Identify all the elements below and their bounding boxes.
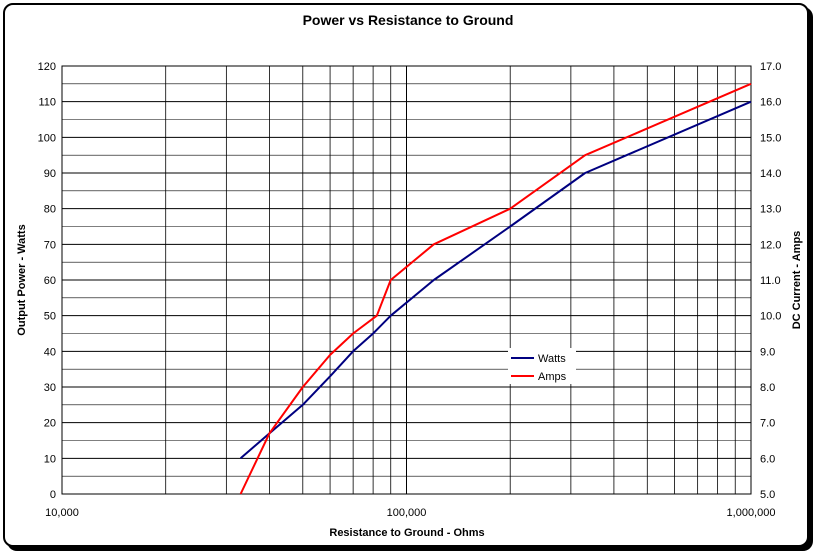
y-left-tick-label: 10 (44, 453, 56, 465)
legend-box (508, 348, 576, 384)
y-right-tick-label: 14.0 (760, 168, 781, 180)
y-right-tick-label: 10.0 (760, 311, 781, 323)
y-left-tick-label: 80 (44, 204, 56, 216)
y-right-tick-label: 7.0 (760, 418, 775, 430)
y-left-tick-label: 70 (44, 239, 56, 251)
x-axis-title: Resistance to Ground - Ohms (329, 527, 484, 539)
y-right-tick-label: 5.0 (760, 489, 775, 501)
y-left-tick-label: 90 (44, 168, 56, 180)
y-left-tick-label: 30 (44, 382, 56, 394)
plot-area-border (61, 65, 752, 495)
y-right-tick-label: 12.0 (760, 239, 781, 251)
x-axis-ticks: 10,000 100,000 1,000,000 (45, 507, 775, 519)
y-right-tick-label: 13.0 (760, 204, 781, 216)
series-line-amps (239, 82, 752, 495)
x-tick-label: 10,000 (45, 507, 79, 519)
legend-label-watts: Watts (538, 353, 566, 365)
y-left-tick-label: 110 (38, 97, 56, 109)
y-axis-right-title: DC Current - Amps (791, 231, 803, 330)
grid (61, 65, 751, 495)
left-axis-ticks: 0 10 20 30 40 50 60 70 80 90 100 110 120 (38, 61, 56, 501)
y-right-tick-label: 16.0 (760, 97, 781, 109)
y-left-tick-label: 40 (44, 346, 56, 358)
x-tick-label: 1,000,000 (727, 507, 776, 519)
y-left-tick-label: 50 (44, 311, 56, 323)
x-tick-label: 100,000 (387, 507, 427, 519)
y-left-tick-label: 120 (38, 61, 56, 73)
y-right-tick-label: 11.0 (760, 275, 781, 287)
right-axis-ticks: 5.0 6.0 7.0 8.0 9.0 10.0 11.0 12.0 13.0 14.0 15.0 1… (760, 61, 781, 501)
y-right-tick-label: 17.0 (760, 61, 781, 73)
y-right-tick-label: 6.0 (760, 453, 775, 465)
series-lines (239, 82, 752, 495)
y-left-tick-label: 60 (44, 275, 56, 287)
y-left-tick-label: 100 (38, 132, 56, 144)
chart-title: Power vs Resistance to Ground (303, 12, 514, 28)
legend-label-amps: Amps (538, 371, 567, 383)
y-right-tick-label: 9.0 (760, 346, 775, 358)
y-left-tick-label: 20 (44, 418, 56, 430)
legend: Watts Amps (508, 348, 576, 384)
series-line-watts (239, 100, 752, 460)
y-left-tick-label: 0 (50, 489, 56, 501)
y-right-tick-label: 15.0 (760, 132, 781, 144)
y-axis-left-title: Output Power - Watts (16, 224, 28, 335)
y-right-tick-label: 8.0 (760, 382, 775, 394)
